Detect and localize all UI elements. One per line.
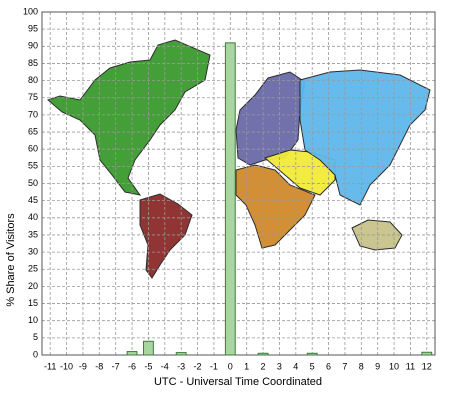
africa [235, 164, 316, 249]
y-tick-label: 5 [33, 332, 38, 342]
x-tick-label: 5 [310, 361, 315, 371]
x-tick-label: -9 [79, 361, 87, 371]
x-tick-label: -6 [128, 361, 136, 371]
y-tick-label: 55 [28, 161, 38, 171]
x-tick-label: 6 [326, 361, 331, 371]
x-tick-label: 10 [389, 361, 399, 371]
y-tick-label: 85 [28, 58, 38, 68]
y-tick-label: 100 [23, 6, 38, 16]
bar [224, 42, 236, 356]
bar [306, 352, 318, 356]
y-tick-label: 75 [28, 92, 38, 102]
y-tick-label: 45 [28, 195, 38, 205]
bar [257, 352, 269, 356]
asia [299, 69, 431, 206]
bar [126, 351, 138, 356]
x-tick-label: -8 [95, 361, 103, 371]
y-tick-label: 70 [28, 109, 38, 119]
y-tick-label: 80 [28, 75, 38, 85]
y-tick-label: 95 [28, 24, 38, 34]
plot-frame [41, 11, 436, 356]
y-tick-label: 10 [28, 315, 38, 325]
world-map-background [47, 39, 431, 279]
x-tick-label: -3 [177, 361, 185, 371]
x-tick-label: -2 [194, 361, 202, 371]
x-tick-label: 1 [244, 361, 249, 371]
y-tick-label: 0 [33, 349, 38, 359]
y-tick-label: 60 [28, 144, 38, 154]
x-tick-label: 3 [277, 361, 282, 371]
y-tick-label: 25 [28, 264, 38, 274]
x-tick-label: 11 [406, 361, 415, 371]
x-tick-label: -1 [210, 361, 218, 371]
x-tick-label: 0 [228, 361, 233, 371]
bar [143, 340, 154, 356]
x-tick-label: -11 [44, 361, 56, 371]
y-tick-label: 15 [28, 298, 38, 308]
y-tick-label: 65 [28, 126, 38, 136]
south-america [139, 193, 193, 279]
y-axis-title: % Share of Visitors [5, 213, 17, 307]
y-tick-label: 90 [28, 41, 38, 51]
y-tick-label: 20 [28, 281, 38, 291]
x-tick-label: 4 [293, 361, 298, 371]
x-tick-label: 8 [359, 361, 364, 371]
x-tick-label: 7 [342, 361, 347, 371]
bar [421, 351, 433, 356]
x-tick-label: -5 [144, 361, 152, 371]
x-tick-label: -10 [60, 361, 73, 371]
north-america [47, 39, 211, 196]
x-tick-label: 9 [375, 361, 380, 371]
x-axis-title: UTC - Universal Time Coordinated [154, 376, 322, 388]
y-tick-label: 40 [28, 212, 38, 222]
bar [175, 352, 187, 356]
x-tick-label: -7 [112, 361, 120, 371]
y-tick-label: 35 [28, 229, 38, 239]
x-tick-label: 2 [261, 361, 266, 371]
y-tick-label: 50 [28, 178, 38, 188]
x-tick-label: -4 [161, 361, 169, 371]
x-tick-label: 12 [422, 361, 432, 371]
y-tick-label: 30 [28, 246, 38, 256]
